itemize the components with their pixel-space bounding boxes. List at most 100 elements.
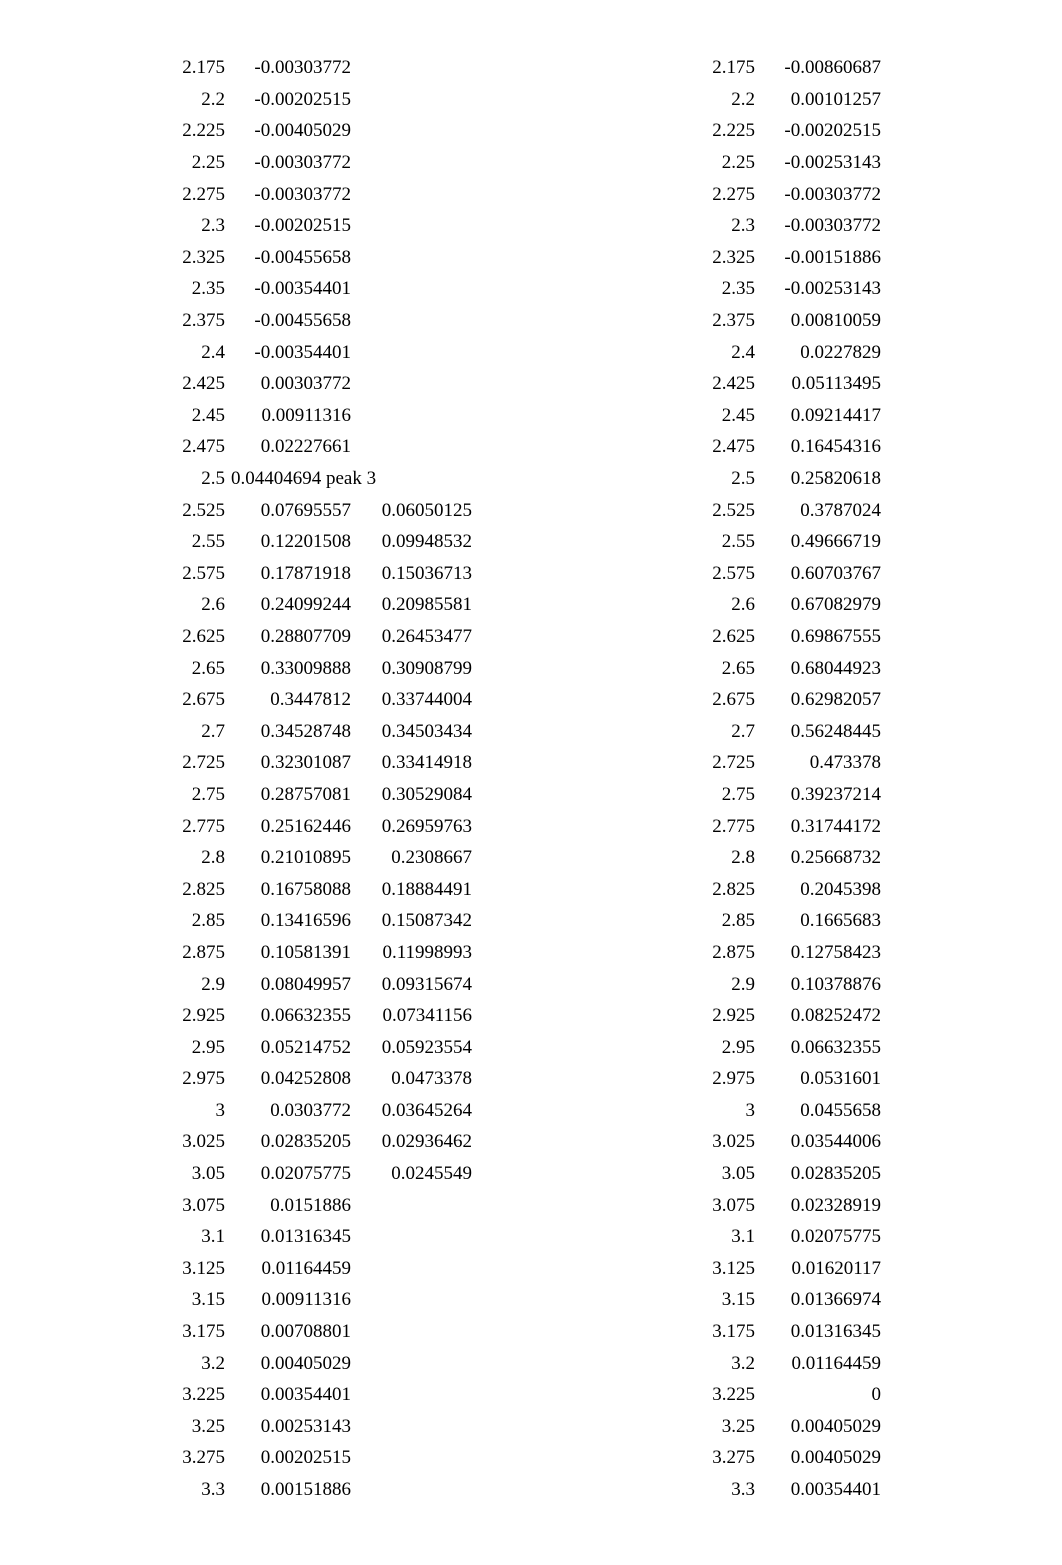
cell-x: 2.225 xyxy=(530,121,761,140)
table-row: 2.225-0.00405029 xyxy=(0,115,530,147)
table-row: 2.650.68044923 xyxy=(530,652,1060,684)
table-row: 2.225-0.00202515 xyxy=(530,115,1060,147)
cell-x: 2.425 xyxy=(530,374,761,393)
cell-x: 2.775 xyxy=(530,817,761,836)
cell-y2: 0.33744004 xyxy=(357,690,478,709)
cell-x: 2.775 xyxy=(0,817,231,836)
cell-x: 3.125 xyxy=(0,1259,231,1278)
cell-y: 0.00101257 xyxy=(761,90,887,109)
cell-y: 0.05113495 xyxy=(761,374,887,393)
cell-y: 0.3787024 xyxy=(761,501,887,520)
cell-y: 0.62982057 xyxy=(761,690,887,709)
cell-x: 2.65 xyxy=(0,659,231,678)
cell-x: 2.3 xyxy=(530,216,761,235)
cell-x: 2.625 xyxy=(530,627,761,646)
cell-y2: 0.33414918 xyxy=(357,753,478,772)
table-row: 2.550.122015080.09948532 xyxy=(0,526,530,558)
cell-y: 0.16454316 xyxy=(761,437,887,456)
cell-x: 2.875 xyxy=(0,943,231,962)
cell-y: 0.01316345 xyxy=(761,1322,887,1341)
table-row: 3.10.01316345 xyxy=(0,1221,530,1253)
cell-x: 2.3 xyxy=(0,216,231,235)
cell-y1: 0.17871918 xyxy=(231,564,357,583)
cell-y1: 0.01316345 xyxy=(231,1227,357,1246)
table-row: 2.35-0.00354401 xyxy=(0,273,530,305)
cell-y: 0.01620117 xyxy=(761,1259,887,1278)
table-row: 3.0750.0151886 xyxy=(0,1189,530,1221)
table-row: 30.03037720.03645264 xyxy=(0,1095,530,1127)
table-row: 2.275-0.00303772 xyxy=(530,178,1060,210)
table-row: 2.25-0.00253143 xyxy=(530,147,1060,179)
cell-x: 2.925 xyxy=(0,1006,231,1025)
cell-y1: -0.00455658 xyxy=(231,248,357,267)
cell-y: -0.00253143 xyxy=(761,153,887,172)
table-row: 3.1750.00708801 xyxy=(0,1316,530,1348)
table-row: 2.850.1665683 xyxy=(530,905,1060,937)
cell-y: -0.00860687 xyxy=(761,58,887,77)
cell-y1: 0.02227661 xyxy=(231,437,357,456)
cell-x: 2.825 xyxy=(530,880,761,899)
cell-y2: 0.09315674 xyxy=(357,975,478,994)
cell-x: 3 xyxy=(530,1101,761,1120)
cell-x: 3.175 xyxy=(530,1322,761,1341)
cell-y: -0.00151886 xyxy=(761,248,887,267)
table-row: 2.4-0.00354401 xyxy=(0,336,530,368)
table-row: 3.150.00911316 xyxy=(0,1284,530,1316)
cell-x: 2.25 xyxy=(0,153,231,172)
cell-x: 2.2 xyxy=(530,90,761,109)
cell-x: 2.975 xyxy=(530,1069,761,1088)
table-row: 2.40.0227829 xyxy=(530,336,1060,368)
table-row: 2.550.49666719 xyxy=(530,526,1060,558)
cell-y1: 0.00253143 xyxy=(231,1417,357,1436)
cell-y: 0.10378876 xyxy=(761,975,887,994)
cell-x: 2.525 xyxy=(530,501,761,520)
cell-y1: 0.04252808 xyxy=(231,1069,357,1088)
cell-x: 2.825 xyxy=(0,880,231,899)
cell-y1: -0.00303772 xyxy=(231,185,357,204)
table-row: 3.250.00253143 xyxy=(0,1411,530,1443)
cell-x: 3.275 xyxy=(0,1448,231,1467)
cell-x: 2.575 xyxy=(0,564,231,583)
cell-x: 2.55 xyxy=(0,532,231,551)
table-row: 3.2250.00354401 xyxy=(0,1379,530,1411)
right-table: 2.175-0.008606872.20.001012572.225-0.002… xyxy=(530,52,1060,1505)
table-row: 2.60.240992440.20985581 xyxy=(0,589,530,621)
cell-x: 3.075 xyxy=(530,1196,761,1215)
table-row: 3.10.02075775 xyxy=(530,1221,1060,1253)
cell-x: 3.3 xyxy=(0,1480,231,1499)
cell-x: 3.025 xyxy=(0,1132,231,1151)
cell-x: 2.95 xyxy=(530,1038,761,1057)
cell-x: 3.05 xyxy=(0,1164,231,1183)
table-row: 3.0750.02328919 xyxy=(530,1189,1060,1221)
cell-y1: 0.21010895 xyxy=(231,848,357,867)
cell-x: 3.2 xyxy=(0,1354,231,1373)
cell-x: 2.725 xyxy=(0,753,231,772)
cell-x: 2.425 xyxy=(0,374,231,393)
cell-y2: 0.2308667 xyxy=(357,848,478,867)
table-row: 2.6250.69867555 xyxy=(530,621,1060,653)
cell-y1: -0.00303772 xyxy=(231,153,357,172)
cell-x: 2.6 xyxy=(530,595,761,614)
table-row: 2.8250.2045398 xyxy=(530,873,1060,905)
table-row: 2.60.67082979 xyxy=(530,589,1060,621)
table-row: 2.7250.473378 xyxy=(530,747,1060,779)
cell-x: 2.35 xyxy=(0,279,231,298)
cell-y1: 0.32301087 xyxy=(231,753,357,772)
cell-y1: 0.00405029 xyxy=(231,1354,357,1373)
table-row: 2.750.287570810.30529084 xyxy=(0,779,530,811)
table-row: 2.25-0.00303772 xyxy=(0,147,530,179)
table-row: 2.6250.288077090.26453477 xyxy=(0,621,530,653)
cell-y1: 0.34528748 xyxy=(231,722,357,741)
cell-y2: 0.03645264 xyxy=(357,1101,478,1120)
table-row: 3.2750.00202515 xyxy=(0,1442,530,1474)
cell-y: 0.60703767 xyxy=(761,564,887,583)
table-row: 2.80.25668732 xyxy=(530,842,1060,874)
table-row: 2.9750.042528080.0473378 xyxy=(0,1063,530,1095)
cell-y1: 0.02075775 xyxy=(231,1164,357,1183)
cell-x: 2.275 xyxy=(530,185,761,204)
cell-y2: 0.20985581 xyxy=(357,595,478,614)
cell-y1: 0.06632355 xyxy=(231,1006,357,1025)
table-row: 2.3-0.00303772 xyxy=(530,210,1060,242)
cell-y2: 0.07341156 xyxy=(357,1006,478,1025)
cell-y: 0.02328919 xyxy=(761,1196,887,1215)
